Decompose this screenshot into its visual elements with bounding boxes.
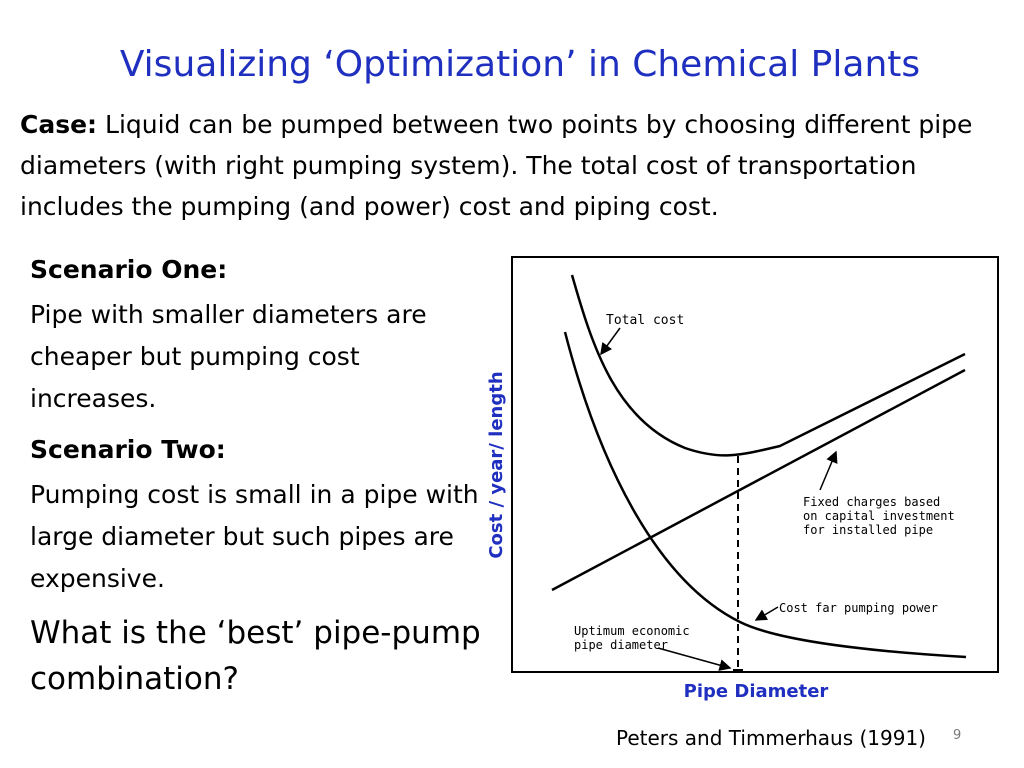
x-axis-label: Pipe Diameter	[684, 681, 829, 702]
pumping-cost-curve	[563, 331, 967, 659]
cost-vs-diameter-diagram: Total cost Fixed charges based on capita…	[486, 256, 999, 702]
case-label: Case:	[20, 110, 98, 139]
page-number: 9	[953, 728, 962, 743]
optimum-diameter-label: Uptimum economic pipe diameter	[574, 624, 697, 652]
fixed-charges-line	[551, 368, 966, 592]
case-text: Liquid can be pumped between two points …	[20, 110, 973, 221]
scenario-one-text: Pipe with smaller diameters are cheaper …	[30, 300, 427, 413]
case-description: Case: Liquid can be pumped between two p…	[20, 104, 1010, 227]
scenario-two-text: Pumping cost is small in a pipe with lar…	[30, 480, 479, 593]
scenarios-column: Scenario One: Pipe with smaller diameter…	[30, 250, 490, 702]
total-cost-label: Total cost	[606, 313, 684, 328]
reference-citation: Peters and Timmerhaus (1991)	[616, 726, 926, 750]
pumping-cost-label: Cost far pumping power	[779, 601, 938, 615]
fixed-charges-label: Fixed charges based on capital investmen…	[803, 495, 962, 537]
total-cost-arrow	[600, 327, 621, 356]
scenario-one-title: Scenario One:	[30, 255, 228, 284]
pumping-cost-arrow	[754, 606, 779, 621]
question-text: What is the ‘best’ pipe-pump combination…	[30, 615, 481, 697]
total-cost-curve	[570, 274, 966, 457]
scenario-two-title: Scenario Two:	[30, 435, 226, 464]
fixed-charges-arrow	[819, 450, 838, 491]
optimum-diameter-arrow	[657, 647, 732, 671]
plot-frame	[511, 256, 999, 673]
slide-title: Visualizing ‘Optimization’ in Chemical P…	[119, 44, 921, 85]
y-axis-label: Cost / year/ length	[486, 371, 507, 558]
